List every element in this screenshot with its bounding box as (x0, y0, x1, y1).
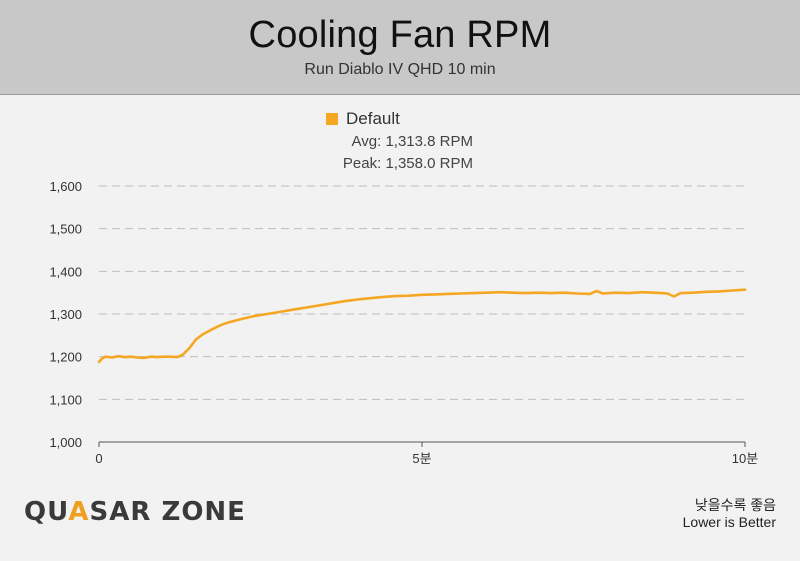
y-tick-label: 1,200 (49, 350, 82, 365)
lower-is-better-ko: 낮을수록 좋음 (694, 497, 776, 513)
y-tick-label: 1,000 (49, 435, 82, 450)
y-tick-label: 1,400 (49, 264, 82, 279)
y-tick-label: 1,500 (49, 222, 82, 237)
x-tick-label: 10분 (732, 451, 758, 466)
peak-stat: Peak: 1,358.0 RPM (342, 155, 473, 172)
y-tick-label: 1,600 (49, 179, 82, 194)
logo-text-1: QU (24, 497, 69, 527)
x-tick-label: 0 (95, 451, 102, 466)
chart-subtitle: Run Diablo IV QHD 10 min (304, 61, 496, 78)
y-tick-label: 1,100 (49, 392, 82, 407)
y-tick-label: 1,300 (49, 307, 82, 322)
legend-swatch (326, 113, 338, 125)
logo-text-accent: A (68, 497, 90, 527)
series-line-default (97, 288, 747, 364)
quasarzone-logo: QUASAR ZONE (24, 497, 246, 527)
chart-title: Cooling Fan RPM (248, 14, 552, 56)
lower-is-better-en: Lower is Better (682, 514, 776, 530)
avg-stat: Avg: 1,313.8 RPM (351, 133, 473, 150)
logo-text-2: SAR ZONE (89, 497, 246, 527)
chart-header: Cooling Fan RPM Run Diablo IV QHD 10 min (0, 0, 800, 95)
legend-series-name: Default (346, 109, 400, 128)
x-tick-label: 5분 (412, 451, 431, 466)
